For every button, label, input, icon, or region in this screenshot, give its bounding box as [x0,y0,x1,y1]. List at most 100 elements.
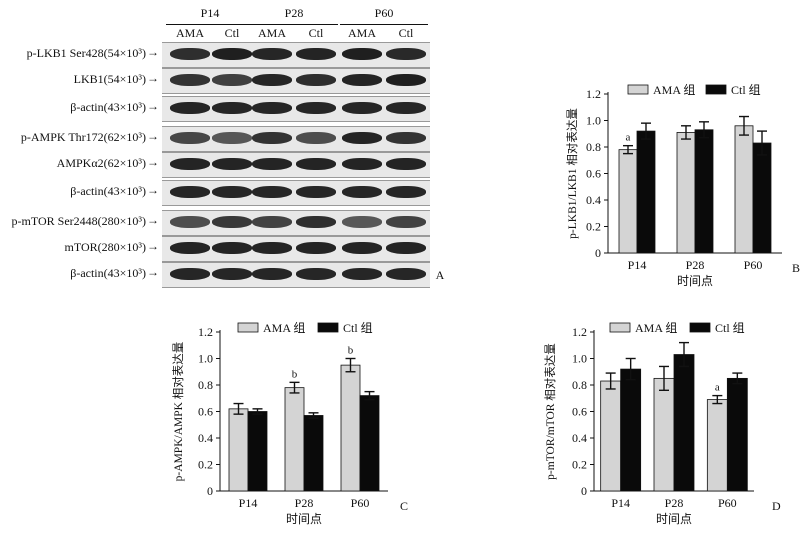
bar [600,380,622,492]
timepoint-header: P60 [374,6,394,20]
bar [734,125,754,254]
significance-label: a [715,382,720,394]
y-tick-label: 1.2 [586,87,601,101]
arrow-icon: → [147,239,159,253]
legend-swatch [609,322,631,333]
blot-band [212,132,252,144]
bar [340,364,361,492]
bar [359,395,380,492]
legend-label: Ctl 组 [715,321,745,335]
timepoint-underline [340,24,428,25]
blot-band [212,186,252,198]
legend-swatch [705,84,727,95]
blot-band [386,158,426,170]
y-tick-label: 0.2 [198,458,213,472]
blot-band [342,74,382,86]
blot-band [342,102,382,114]
y-tick-label: 0.8 [198,378,213,392]
blot-band [212,216,252,228]
legend-swatch [237,322,259,333]
arrow-icon: → [147,99,159,113]
significance-label: b [348,345,354,357]
chart-d: 0 0.2 0.4 0.6 0.8 1.0 1.2 P14 P28 P60 a 时间点 p-mTOR/m… [543,321,781,526]
y-tick-label: 0 [207,484,213,498]
lane-header: Ctl [224,26,240,40]
bar [752,142,772,254]
legend-label: Ctl 组 [731,83,761,97]
blot-band [296,186,336,198]
arrow-icon: → [147,155,159,169]
blot-band [170,132,210,144]
y-tick-label: 0.8 [586,140,601,154]
blot-band [296,132,336,144]
blot-band [342,158,382,170]
blot-band [386,216,426,228]
blot-band [170,48,210,60]
x-tick-label: P60 [351,496,370,510]
blot-row-label: AMPKα2(62×10³) [56,156,146,170]
blot-band [212,102,252,114]
y-tick-label: 1.2 [572,325,587,339]
blot-band [252,48,292,60]
legend-swatch [689,322,711,333]
x-axis-label: 时间点 [656,512,692,526]
lane-header: AMA [257,26,286,40]
y-axis-label: p-LKB1/LKB1 相对表达量 [565,108,579,239]
blot-band [252,268,292,280]
blot-band [296,242,336,254]
bar [636,130,656,254]
legend-swatch [627,84,649,95]
blot-band [386,186,426,198]
blot-band [252,74,292,86]
y-tick-label: 0.4 [572,431,587,445]
legend-label: AMA 组 [263,321,305,335]
blot-band [212,74,252,86]
lane-header: Ctl [398,26,414,40]
significance-label: b [292,368,298,380]
legend-label: Ctl 组 [343,321,373,335]
blot-band [212,268,252,280]
blot-band [342,132,382,144]
bar [228,408,249,492]
legend-swatch [317,322,339,333]
x-axis-label: 时间点 [286,512,322,526]
arrow-icon: → [147,71,159,85]
blot-band [170,74,210,86]
bar [694,129,714,254]
x-tick-label: P28 [686,258,705,272]
blot-band [342,48,382,60]
timepoint-underline [250,24,338,25]
lane-header: AMA [175,26,204,40]
timepoint-header: P14 [200,6,220,20]
blot-band [386,102,426,114]
blot-band [342,186,382,198]
blot-band [170,268,210,280]
chart-b: 0 0.2 0.4 0.6 0.8 1.0 1.2 P14 P28 P60 a 时间点 p-LKB1/L… [565,83,800,288]
arrow-icon: → [147,213,159,227]
blot-row-label: p-mTOR Ser2448(280×10³) [11,214,146,228]
blot-band [342,242,382,254]
blot-band [296,102,336,114]
blot-band [296,158,336,170]
arrow-icon: → [147,129,159,143]
y-tick-label: 0.4 [586,193,601,207]
bar [620,368,642,492]
blot-band [252,158,292,170]
blot-band [252,132,292,144]
arrow-icon: → [147,183,159,197]
blot-band [342,268,382,280]
y-tick-label: 1.0 [198,352,213,366]
blot-band [252,186,292,198]
y-tick-label: 0 [581,484,587,498]
panel-letter-a: A [435,268,445,282]
blot-band [296,74,336,86]
blot-row-label: LKB1(54×10³) [73,72,146,86]
bar [653,377,675,492]
blot-band [386,242,426,254]
y-tick-label: 1.2 [198,325,213,339]
blot-row-label: β-actin(43×10³) [70,184,146,198]
y-tick-label: 1.0 [586,114,601,128]
y-tick-label: 0.2 [572,458,587,472]
blot-row-label: p-LKB1 Ser428(54×10³) [26,46,146,60]
y-tick-label: 0.8 [572,378,587,392]
